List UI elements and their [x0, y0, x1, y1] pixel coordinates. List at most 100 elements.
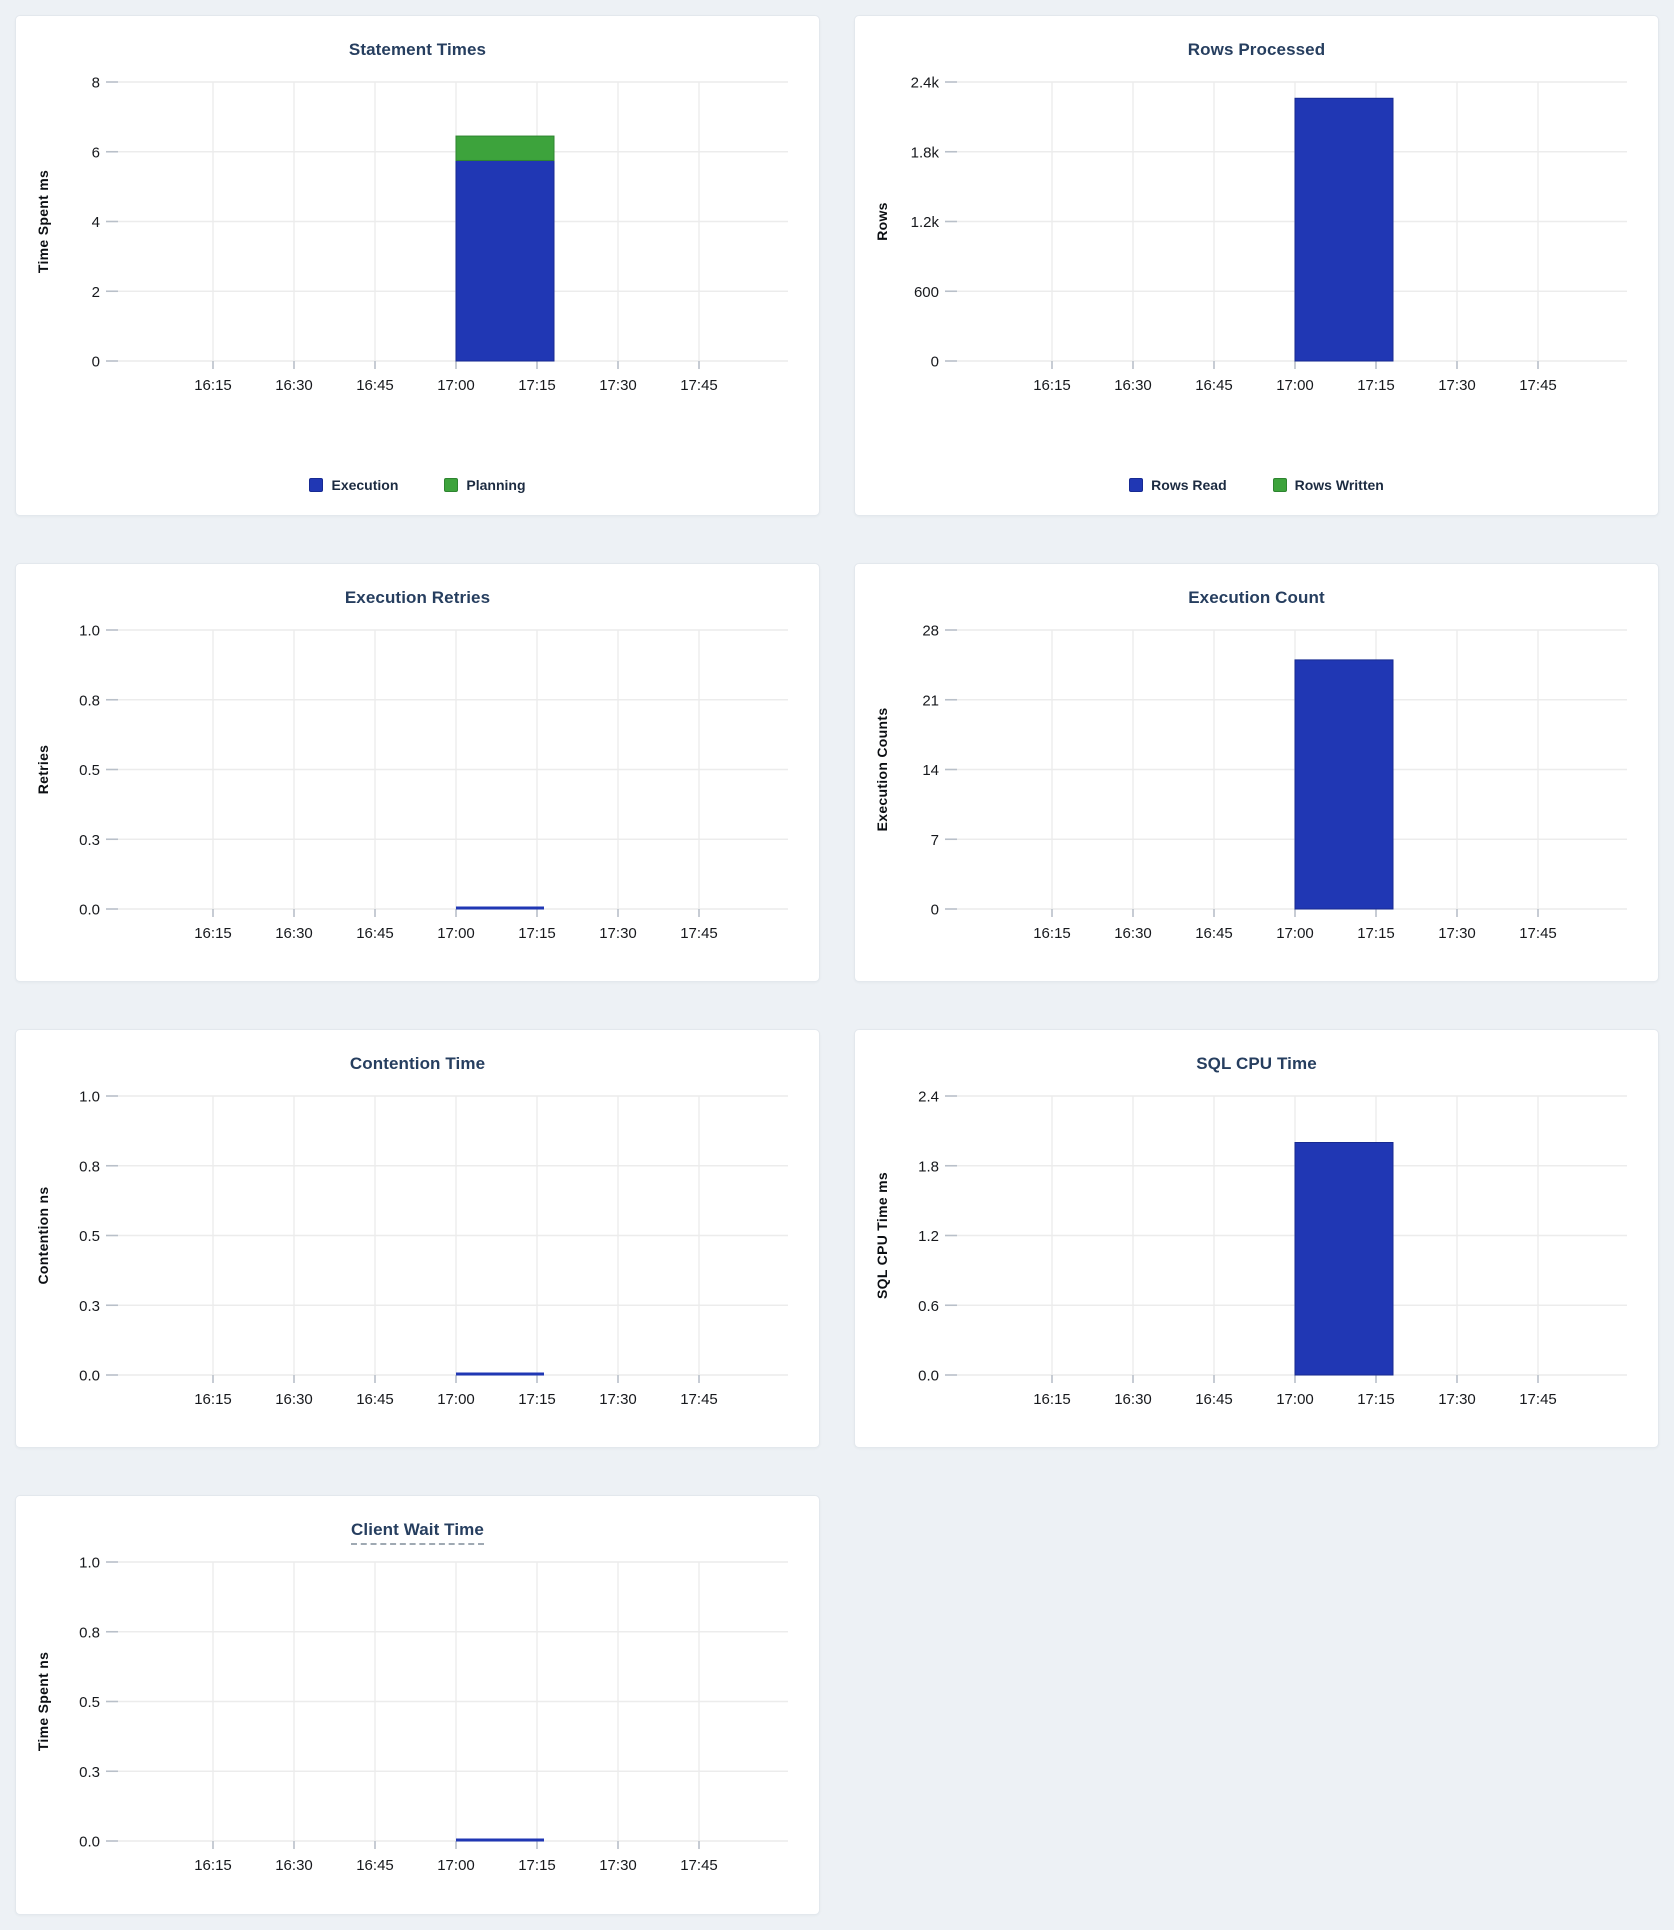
svg-text:0.6: 0.6 — [918, 1298, 939, 1315]
chart-card-execution-retries: Execution Retries 0.0 0.3 0.5 0.8 1.0 16:15 16… — [15, 563, 820, 982]
chart-title: Contention Time — [16, 1054, 819, 1074]
svg-text:16:30: 16:30 — [1114, 1391, 1152, 1408]
legend-swatch-execution — [309, 478, 324, 492]
svg-text:1.2: 1.2 — [918, 1228, 939, 1245]
svg-text:16:45: 16:45 — [356, 1391, 394, 1408]
chart-title-text: Rows Processed — [1187, 40, 1326, 59]
svg-text:0: 0 — [92, 354, 100, 371]
svg-text:Time Spent ns: Time Spent ns — [35, 1652, 51, 1751]
svg-text:17:15: 17:15 — [518, 377, 556, 394]
svg-text:17:45: 17:45 — [680, 925, 718, 942]
svg-text:17:30: 17:30 — [599, 925, 637, 942]
svg-text:0.0: 0.0 — [79, 1368, 100, 1385]
svg-text:16:15: 16:15 — [194, 1857, 232, 1874]
legend-item-execution: Execution — [309, 477, 398, 493]
legend-item-rows-written: Rows Written — [1272, 477, 1384, 493]
svg-text:0.8: 0.8 — [79, 1624, 100, 1641]
svg-text:2: 2 — [92, 284, 100, 301]
svg-text:16:30: 16:30 — [275, 377, 313, 394]
svg-text:Contention ns: Contention ns — [35, 1187, 51, 1285]
legend-swatch-planning — [444, 478, 459, 492]
legend-swatch-rows-written — [1272, 478, 1287, 492]
chart-plot[interactable]: 0.0 0.6 1.2 1.8 2.4 16:15 16:30 16:45 17:00 17:15… — [855, 1086, 1660, 1426]
chart-title-text: Execution Count — [1188, 588, 1325, 607]
svg-text:17:15: 17:15 — [1357, 377, 1395, 394]
svg-text:8: 8 — [92, 75, 100, 92]
legend-label: Rows Written — [1294, 477, 1384, 493]
svg-text:16:30: 16:30 — [275, 1857, 313, 1874]
chart-card-contention-time: Contention Time 0.0 0.3 0.5 0.8 1.0 16:15 16:3… — [15, 1029, 820, 1448]
svg-text:17:00: 17:00 — [1276, 377, 1314, 394]
svg-text:16:15: 16:15 — [1033, 925, 1071, 942]
svg-text:14: 14 — [922, 762, 939, 779]
svg-text:16:30: 16:30 — [1114, 925, 1152, 942]
svg-text:17:00: 17:00 — [1276, 925, 1314, 942]
chart-plot[interactable]: 0.0 0.3 0.5 0.8 1.0 16:15 16:30 16:45 17:00 17:15… — [16, 1552, 821, 1892]
svg-text:0.5: 0.5 — [79, 1228, 100, 1245]
chart-title: Execution Retries — [16, 588, 819, 608]
svg-text:16:30: 16:30 — [275, 1391, 313, 1408]
svg-text:17:30: 17:30 — [1438, 925, 1476, 942]
legend-label: Execution — [331, 477, 399, 493]
chart-card-sql-cpu-time: SQL CPU Time 0.0 0.6 1.2 1.8 2.4 16:15 16:30 16… — [854, 1029, 1659, 1448]
svg-text:2.4: 2.4 — [918, 1089, 939, 1106]
svg-text:0.8: 0.8 — [79, 1158, 100, 1175]
svg-text:21: 21 — [922, 692, 939, 709]
svg-text:16:15: 16:15 — [1033, 1391, 1071, 1408]
chart-plot[interactable]: 0.0 0.3 0.5 0.8 1.0 16:15 16:30 16:45 17:00 17:15… — [16, 1086, 821, 1426]
svg-text:0.0: 0.0 — [79, 902, 100, 919]
chart-plot[interactable]: 0.0 0.3 0.5 0.8 1.0 16:15 16:30 16:45 17:00 17:15… — [16, 620, 821, 960]
svg-text:Rows: Rows — [874, 202, 890, 241]
svg-text:17:30: 17:30 — [1438, 377, 1476, 394]
svg-text:16:45: 16:45 — [1195, 377, 1233, 394]
svg-text:1.8k: 1.8k — [911, 144, 940, 161]
svg-text:0.3: 0.3 — [79, 832, 100, 849]
svg-text:0.3: 0.3 — [79, 1764, 100, 1781]
svg-text:17:30: 17:30 — [599, 1857, 637, 1874]
svg-text:1.0: 1.0 — [79, 1089, 100, 1106]
chart-title-text: Contention Time — [349, 1054, 486, 1073]
chart-legend: Execution Planning — [16, 477, 819, 493]
svg-text:17:00: 17:00 — [1276, 1391, 1314, 1408]
legend-swatch-rows-read — [1129, 478, 1144, 492]
chart-title-text: Execution Retries — [344, 588, 491, 607]
svg-text:0: 0 — [931, 902, 939, 919]
svg-text:17:00: 17:00 — [437, 925, 475, 942]
svg-text:17:00: 17:00 — [437, 1857, 475, 1874]
legend-label: Planning — [466, 477, 526, 493]
chart-plot[interactable]: 0 600 1.2k 1.8k 2.4k 16:15 16:30 16:45 17:00 17:1… — [855, 72, 1660, 412]
svg-text:1.2k: 1.2k — [911, 214, 940, 231]
svg-text:16:45: 16:45 — [1195, 1391, 1233, 1408]
legend-label: Rows Read — [1151, 477, 1227, 493]
chart-title: Client Wait Time — [16, 1520, 819, 1545]
svg-text:17:45: 17:45 — [680, 1857, 718, 1874]
svg-text:17:45: 17:45 — [680, 377, 718, 394]
svg-text:Retries: Retries — [35, 745, 51, 795]
svg-text:0.5: 0.5 — [79, 762, 100, 779]
chart-title-text: SQL CPU Time — [1196, 1054, 1317, 1073]
chart-title: Statement Times — [16, 40, 819, 60]
svg-text:0: 0 — [931, 354, 939, 371]
svg-text:2.4k: 2.4k — [911, 75, 940, 92]
chart-card-statement-times: Statement Times 0 2 4 6 8 16:15 16:30 16:45 17:0… — [15, 15, 820, 516]
svg-text:16:15: 16:15 — [1033, 377, 1071, 394]
chart-title: Rows Processed — [855, 40, 1658, 60]
svg-text:17:45: 17:45 — [680, 1391, 718, 1408]
svg-text:17:30: 17:30 — [599, 377, 637, 394]
legend-item-rows-read: Rows Read — [1129, 477, 1227, 493]
svg-text:Execution Counts: Execution Counts — [874, 708, 890, 832]
svg-text:17:15: 17:15 — [518, 1857, 556, 1874]
svg-text:28: 28 — [922, 623, 939, 640]
chart-title-text: Statement Times — [348, 40, 487, 59]
chart-plot[interactable]: 0 2 4 6 8 16:15 16:30 16:45 17:00 17:15 17:30 17:45… — [16, 72, 821, 412]
svg-text:600: 600 — [914, 284, 939, 301]
legend-item-planning: Planning — [444, 477, 526, 493]
svg-text:7: 7 — [931, 832, 939, 849]
svg-text:0.3: 0.3 — [79, 1298, 100, 1315]
chart-plot[interactable]: 0 7 14 21 28 16:15 16:30 16:45 17:00 17:15 17:30 17… — [855, 620, 1660, 960]
svg-text:16:45: 16:45 — [356, 1857, 394, 1874]
svg-text:1.0: 1.0 — [79, 623, 100, 640]
chart-title-text-help[interactable]: Client Wait Time — [351, 1520, 484, 1545]
svg-text:17:30: 17:30 — [599, 1391, 637, 1408]
